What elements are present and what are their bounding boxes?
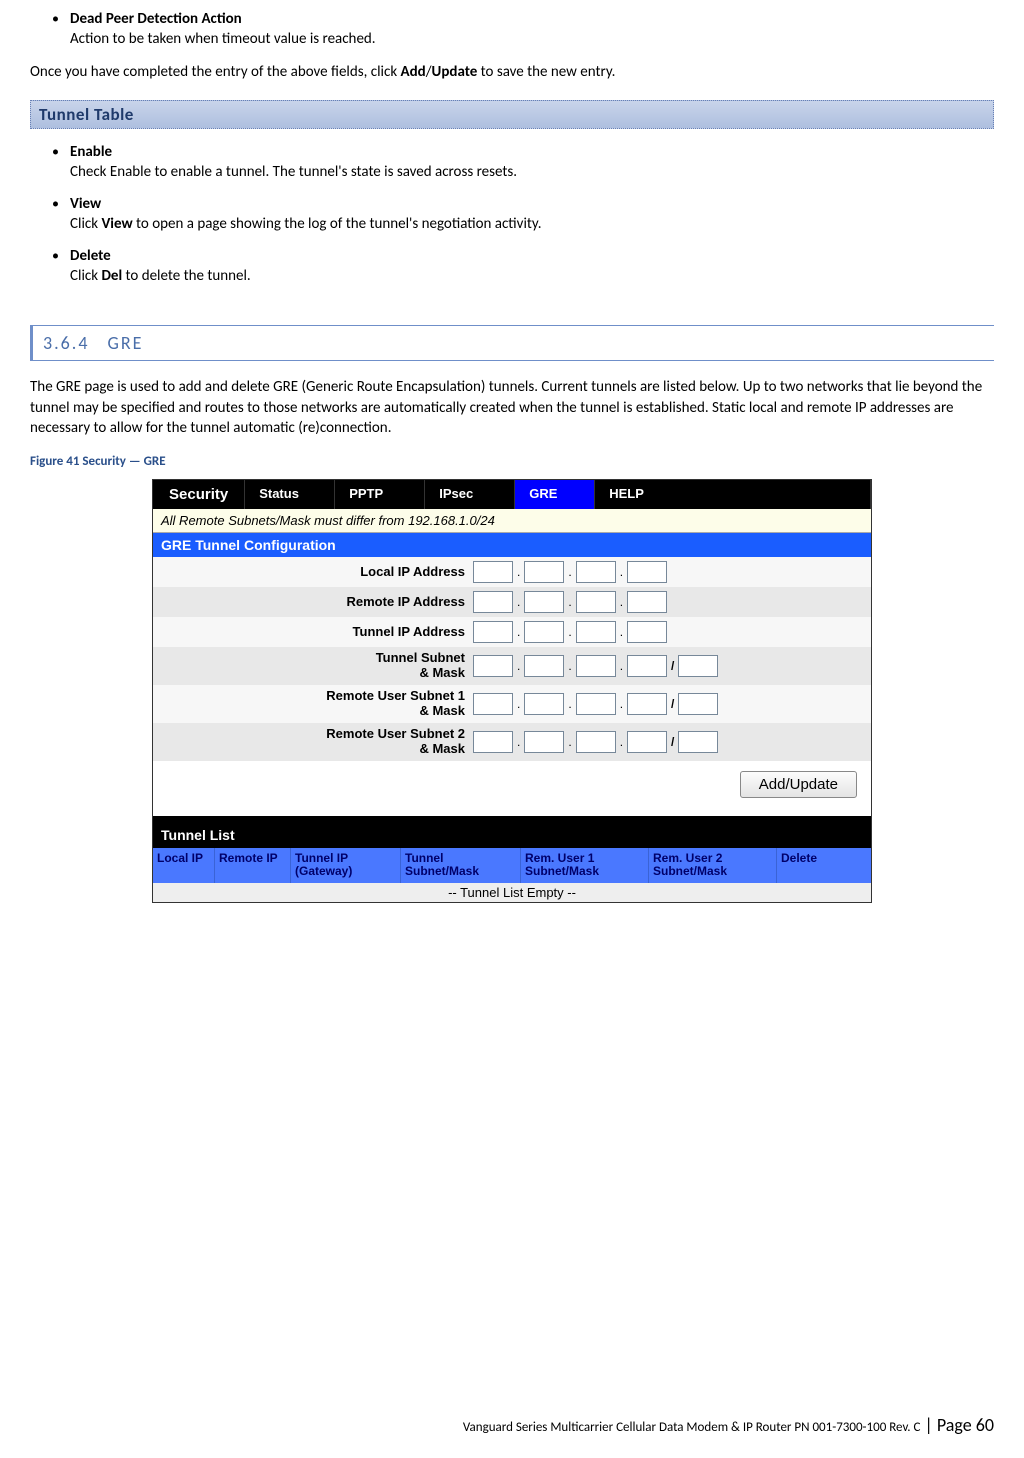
tab-gre[interactable]: GRE xyxy=(515,480,595,509)
footer-page: | Page 60 xyxy=(920,1414,994,1436)
text: to delete the tunnel. xyxy=(122,267,251,285)
tunnel-ip-octet[interactable] xyxy=(627,621,667,643)
screenshot-wrap: Security Status PPTP IPsec GRE HELP All … xyxy=(30,479,994,903)
rus2-mask[interactable] xyxy=(678,731,718,753)
th-rem-user-2: Rem. User 2 Subnet/Mask xyxy=(649,848,777,884)
figure-caption: Figure 41 Security — GRE xyxy=(30,454,994,469)
bullet-title: View xyxy=(70,195,101,213)
rus2-octet[interactable] xyxy=(473,731,513,753)
text: Once you have completed the entry of the… xyxy=(30,63,401,81)
row-remote-user-subnet-1: Remote User Subnet 1 & Mask . . . / xyxy=(153,685,871,723)
tab-status[interactable]: Status xyxy=(245,480,335,509)
bullet-dot: • xyxy=(52,143,70,160)
rus2-octet[interactable] xyxy=(576,731,616,753)
add-bold: Add xyxy=(401,63,426,81)
local-ip-octet[interactable] xyxy=(576,561,616,583)
tunnel-ip-octet[interactable] xyxy=(576,621,616,643)
th-rem-user-1: Rem. User 1 Subnet/Mask xyxy=(521,848,649,884)
text: to save the new entry. xyxy=(477,63,615,81)
subsection-gre: 3.6.4 GRE xyxy=(30,325,994,361)
bullet-view: • View Click View to open a page showing… xyxy=(52,195,994,233)
label-remote-ip: Remote IP Address xyxy=(153,595,473,610)
bullet-title: Enable xyxy=(70,143,112,161)
tunnel-list-empty: -- Tunnel List Empty -- xyxy=(153,883,871,902)
subsection-num: 3.6.4 xyxy=(43,332,89,354)
tab-bar: Security Status PPTP IPsec GRE HELP xyxy=(153,480,871,509)
save-instruction: Once you have completed the entry of the… xyxy=(30,62,994,82)
tunnel-ip-octet[interactable] xyxy=(524,621,564,643)
rus1-octet[interactable] xyxy=(576,693,616,715)
rus1-octet[interactable] xyxy=(524,693,564,715)
label-local-ip: Local IP Address xyxy=(153,565,473,580)
label-rus2: Remote User Subnet 2 & Mask xyxy=(153,727,473,757)
remote-ip-octet[interactable] xyxy=(524,591,564,613)
tunnel-list-thead: Local IP Remote IP Tunnel IP (Gateway) T… xyxy=(153,848,871,884)
label-tunnel-ip: Tunnel IP Address xyxy=(153,625,473,640)
tunnel-subnet-octet[interactable] xyxy=(473,655,513,677)
tunnel-subnet-octet[interactable] xyxy=(576,655,616,677)
remote-ip-octet[interactable] xyxy=(576,591,616,613)
local-ip-octet[interactable] xyxy=(627,561,667,583)
tunnel-list-header: Tunnel List xyxy=(153,816,871,848)
label-tunnel-subnet: Tunnel Subnet & Mask xyxy=(153,651,473,681)
row-local-ip: Local IP Address . . . xyxy=(153,557,871,587)
gre-form: Local IP Address . . . Remote IP Address… xyxy=(153,557,871,808)
bullet-dpd: • Dead Peer Detection Action Action to b… xyxy=(52,10,994,48)
row-tunnel-subnet: Tunnel Subnet & Mask . . . / xyxy=(153,647,871,685)
remote-ip-octet[interactable] xyxy=(627,591,667,613)
add-update-button[interactable]: Add/Update xyxy=(740,771,857,798)
rus2-octet[interactable] xyxy=(627,731,667,753)
text: Click xyxy=(70,267,101,285)
tab-pptp[interactable]: PPTP xyxy=(335,480,425,509)
th-local-ip: Local IP xyxy=(153,848,215,884)
rus1-octet[interactable] xyxy=(627,693,667,715)
bullet-dot: • xyxy=(52,195,70,212)
bullet-title: Dead Peer Detection Action xyxy=(70,10,242,28)
row-tunnel-ip: Tunnel IP Address . . . xyxy=(153,617,871,647)
th-remote-ip: Remote IP xyxy=(215,848,291,884)
page-footer: Vanguard Series Multicarrier Cellular Da… xyxy=(463,1414,994,1436)
tunnel-subnet-mask[interactable] xyxy=(678,655,718,677)
th-tunnel-subnet: Tunnel Subnet/Mask xyxy=(401,848,521,884)
local-ip-octet[interactable] xyxy=(524,561,564,583)
th-tunnel-ip-gw: Tunnel IP (Gateway) xyxy=(291,848,401,884)
view-bold: View xyxy=(101,215,132,233)
remote-ip-octet[interactable] xyxy=(473,591,513,613)
text: Click xyxy=(70,215,101,233)
footer-text: Vanguard Series Multicarrier Cellular Da… xyxy=(463,1420,921,1435)
bullet-enable: • Enable Check Enable to enable a tunnel… xyxy=(52,143,994,181)
rus1-octet[interactable] xyxy=(473,693,513,715)
rus1-mask[interactable] xyxy=(678,693,718,715)
gre-config-header: GRE Tunnel Configuration xyxy=(153,533,871,557)
local-ip-octet[interactable] xyxy=(473,561,513,583)
tunnel-subnet-octet[interactable] xyxy=(627,655,667,677)
bullet-title: Delete xyxy=(70,247,111,265)
gre-body: The GRE page is used to add and delete G… xyxy=(30,377,994,438)
tab-security[interactable]: Security xyxy=(153,480,245,509)
update-bold: Update xyxy=(432,63,478,81)
bullet-delete: • Delete Click Del to delete the tunnel. xyxy=(52,247,994,285)
tunnel-subnet-octet[interactable] xyxy=(524,655,564,677)
th-delete: Delete xyxy=(777,848,871,884)
bullet-desc: Click View to open a page showing the lo… xyxy=(70,215,994,233)
text: to open a page showing the log of the tu… xyxy=(133,215,542,233)
rus2-octet[interactable] xyxy=(524,731,564,753)
button-row: Add/Update xyxy=(153,761,871,808)
label-rus1: Remote User Subnet 1 & Mask xyxy=(153,689,473,719)
bullet-desc: Click Del to delete the tunnel. xyxy=(70,267,994,285)
row-remote-ip: Remote IP Address . . . xyxy=(153,587,871,617)
tab-ipsec[interactable]: IPsec xyxy=(425,480,515,509)
subnet-note: All Remote Subnets/Mask must differ from… xyxy=(153,509,871,533)
tunnel-ip-octet[interactable] xyxy=(473,621,513,643)
bullet-dot: • xyxy=(52,10,70,27)
gre-screenshot: Security Status PPTP IPsec GRE HELP All … xyxy=(152,479,872,903)
del-bold: Del xyxy=(101,267,122,285)
subsection-title: GRE xyxy=(107,332,143,354)
bullet-desc: Check Enable to enable a tunnel. The tun… xyxy=(70,163,994,181)
tab-help[interactable]: HELP xyxy=(595,480,871,509)
row-remote-user-subnet-2: Remote User Subnet 2 & Mask . . . / xyxy=(153,723,871,761)
bullet-desc: Action to be taken when timeout value is… xyxy=(70,30,994,48)
section-tunnel-table: Tunnel Table xyxy=(30,100,994,129)
bullet-dot: • xyxy=(52,247,70,264)
